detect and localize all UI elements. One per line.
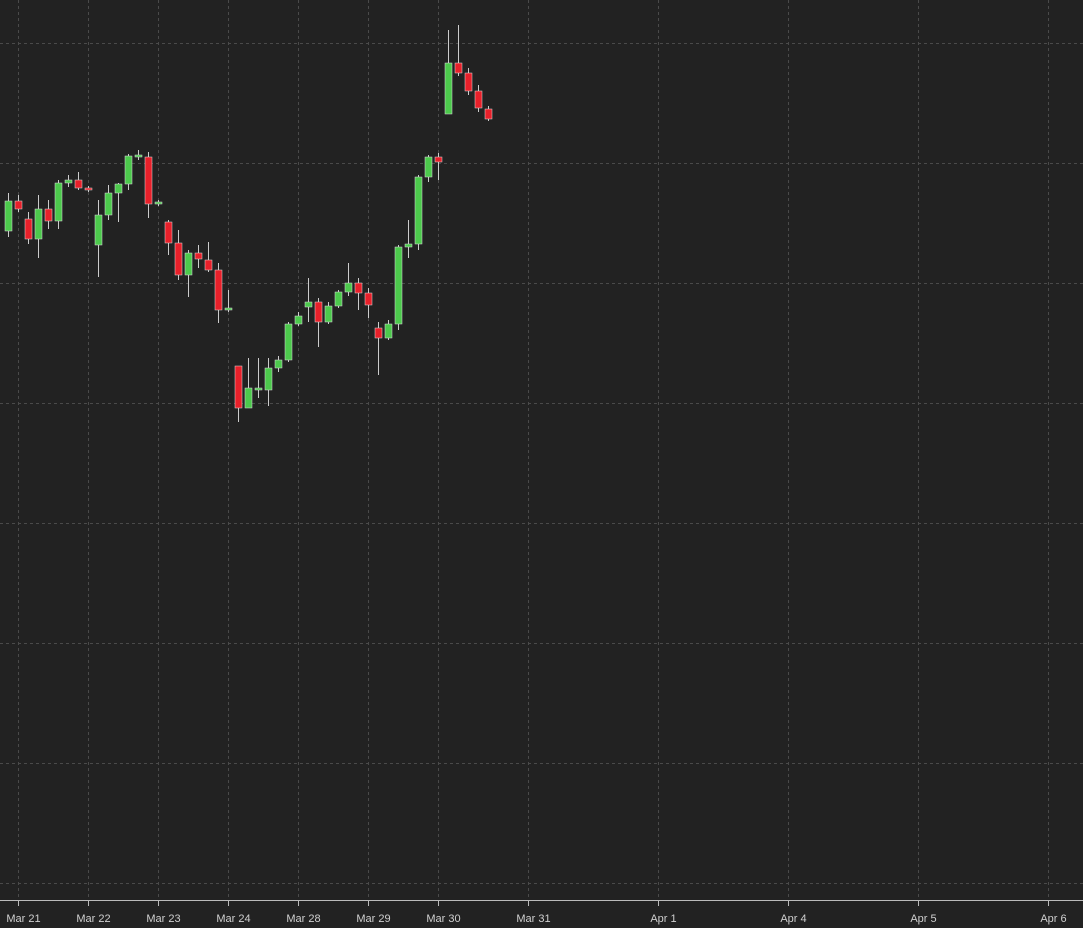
x-tick-label: Apr 6 bbox=[1040, 913, 1066, 925]
candle-body bbox=[444, 62, 453, 115]
candle-body bbox=[364, 292, 373, 306]
candle-body bbox=[254, 387, 263, 391]
candle-body bbox=[324, 305, 333, 323]
x-tick-label: Mar 21 bbox=[6, 913, 40, 925]
x-tick-label: Apr 1 bbox=[650, 913, 676, 925]
candle-body bbox=[244, 387, 253, 409]
candle-body bbox=[144, 156, 153, 205]
candle-body bbox=[394, 246, 403, 325]
candle-body bbox=[134, 154, 143, 158]
candle-body bbox=[184, 252, 193, 276]
candle-body bbox=[384, 323, 393, 339]
candle-body bbox=[374, 327, 383, 339]
candle-body bbox=[334, 291, 343, 307]
candle-body bbox=[34, 208, 43, 240]
candle-body bbox=[194, 252, 203, 260]
candle-body bbox=[454, 62, 463, 74]
x-tick-label: Mar 22 bbox=[76, 913, 110, 925]
candle-body bbox=[54, 182, 63, 222]
candle-body bbox=[214, 269, 223, 311]
candle-body bbox=[104, 192, 113, 216]
candle-body bbox=[484, 108, 493, 120]
candle-body bbox=[114, 183, 123, 194]
x-tick-label: Mar 24 bbox=[216, 913, 250, 925]
candle-body bbox=[284, 323, 293, 361]
candle-body bbox=[224, 307, 233, 311]
candle-body bbox=[264, 367, 273, 391]
candle-body bbox=[124, 155, 133, 185]
candle-body bbox=[24, 218, 33, 240]
candle-body bbox=[94, 214, 103, 246]
candle-body bbox=[84, 187, 93, 191]
x-tick-label: Mar 29 bbox=[356, 913, 390, 925]
candle-body bbox=[44, 208, 53, 222]
candle-body bbox=[404, 243, 413, 248]
candle-body bbox=[464, 72, 473, 92]
x-tick-label: Mar 31 bbox=[516, 913, 550, 925]
candle-body bbox=[474, 90, 483, 109]
candle-body bbox=[414, 176, 423, 245]
x-tick-label: Apr 5 bbox=[910, 913, 936, 925]
candle-body bbox=[164, 221, 173, 244]
candle-body bbox=[14, 200, 23, 210]
candle-body bbox=[74, 179, 83, 189]
candle-body bbox=[234, 365, 243, 409]
x-tick-label: Mar 28 bbox=[286, 913, 320, 925]
candle-body bbox=[304, 301, 313, 308]
candle-body bbox=[434, 156, 443, 163]
candle-body bbox=[154, 201, 163, 205]
candle-body bbox=[174, 242, 183, 276]
x-tick-label: Mar 23 bbox=[146, 913, 180, 925]
candle-body bbox=[204, 259, 213, 271]
x-tick-label: Apr 4 bbox=[780, 913, 806, 925]
x-tick-label: Mar 30 bbox=[426, 913, 460, 925]
candle-body bbox=[344, 282, 353, 293]
candle-body bbox=[314, 301, 323, 323]
candle-body bbox=[274, 359, 283, 369]
candle-body bbox=[64, 179, 73, 184]
candle-body bbox=[354, 282, 363, 294]
candle-body bbox=[424, 156, 433, 178]
candle-body bbox=[294, 315, 303, 325]
candle-body bbox=[4, 200, 13, 232]
